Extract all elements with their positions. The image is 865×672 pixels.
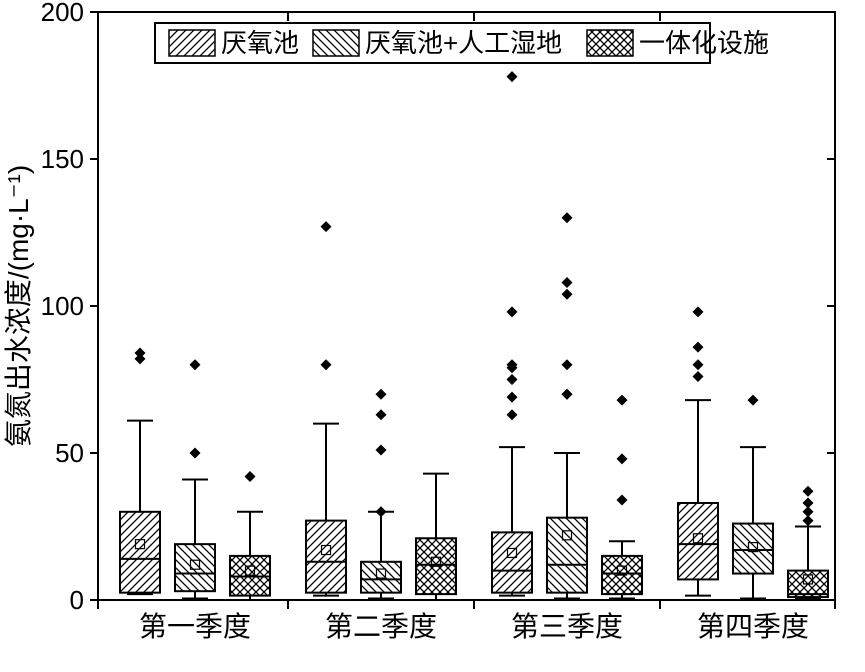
outlier-marker [321, 221, 332, 232]
boxplot [306, 221, 346, 595]
outlier-marker [617, 395, 628, 406]
outlier-marker [376, 389, 387, 400]
legend-swatch [313, 30, 359, 56]
outlier-marker [748, 395, 759, 406]
boxplot [733, 395, 773, 599]
x-category-label: 第四季度 [697, 611, 809, 642]
y-tick-label: 0 [70, 585, 84, 615]
y-axis-label: 氨氮出水浓度/(mg·L⁻¹) [3, 165, 34, 447]
outlier-marker [135, 348, 146, 359]
outlier-marker [562, 289, 573, 300]
y-tick-label: 50 [55, 438, 84, 468]
outlier-marker [190, 359, 201, 370]
outlier-marker [693, 359, 704, 370]
legend-swatch [587, 30, 633, 56]
legend-label: 厌氧池 [221, 28, 299, 58]
outlier-marker [693, 306, 704, 317]
outlier-marker [562, 389, 573, 400]
outlier-marker [507, 306, 518, 317]
boxplot [547, 212, 587, 598]
outlier-marker [803, 486, 814, 497]
outlier-marker [803, 497, 814, 508]
x-category-label: 第二季度 [325, 611, 437, 642]
boxplot [788, 486, 828, 599]
outlier-marker [693, 371, 704, 382]
outlier-marker [617, 453, 628, 464]
boxplot [120, 348, 160, 595]
outlier-marker [376, 506, 387, 517]
outlier-marker [617, 495, 628, 506]
outlier-marker [507, 409, 518, 420]
boxplot [175, 359, 215, 598]
outlier-marker [562, 212, 573, 223]
outlier-marker [245, 471, 256, 482]
outlier-marker [507, 374, 518, 385]
outlier-marker [376, 445, 387, 456]
outlier-marker [321, 359, 332, 370]
x-category-label: 第三季度 [511, 611, 623, 642]
outlier-marker [376, 409, 387, 420]
boxplot [361, 389, 401, 599]
boxplot [416, 474, 456, 600]
boxplot [602, 395, 642, 599]
y-tick-label: 200 [41, 0, 84, 27]
outlier-marker [507, 71, 518, 82]
outlier-marker [693, 342, 704, 353]
y-tick-label: 100 [41, 291, 84, 321]
boxplot [678, 306, 718, 595]
outlier-marker [562, 359, 573, 370]
x-category-label: 第一季度 [139, 611, 251, 642]
boxplot [492, 71, 532, 595]
boxplot [230, 471, 270, 600]
outlier-marker [190, 448, 201, 459]
legend-label: 一体化设施 [639, 28, 769, 58]
legend-swatch [169, 30, 215, 56]
outlier-marker [562, 277, 573, 288]
outlier-marker [507, 392, 518, 403]
legend-label: 厌氧池+人工湿地 [365, 28, 562, 58]
y-tick-label: 150 [41, 144, 84, 174]
plot-border [98, 12, 835, 600]
